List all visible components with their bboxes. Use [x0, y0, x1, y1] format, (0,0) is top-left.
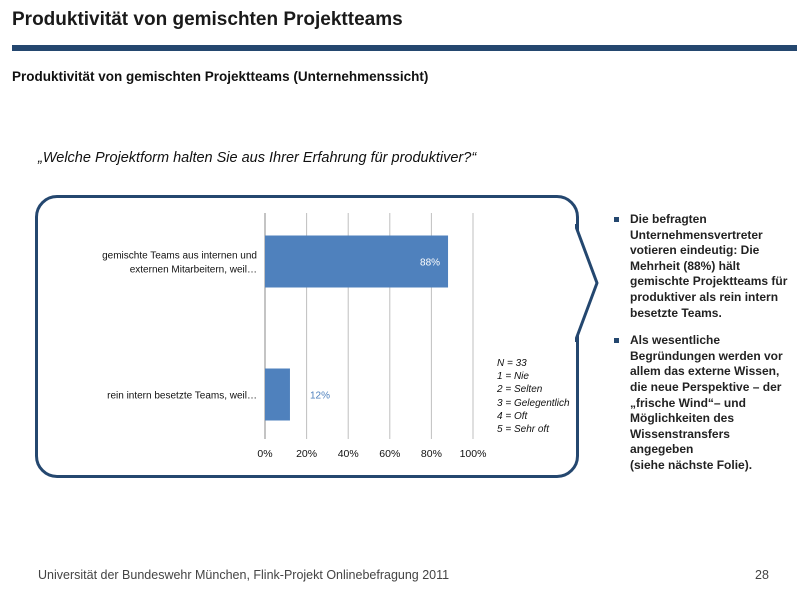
- scale-legend: N = 33 1 = Nie 2 = Selten 3 = Gelegentlich 4…: [497, 357, 570, 436]
- x-tick-label: 60%: [379, 448, 400, 460]
- callout-arrow-icon: [575, 224, 599, 342]
- legend-line: N = 33: [497, 358, 527, 369]
- finding-text: Als wesentliche Begründungen werden vor …: [630, 333, 783, 457]
- legend-line: 4 = Oft: [497, 410, 528, 422]
- header-rule: [12, 45, 797, 51]
- x-tick-label: 80%: [421, 448, 442, 460]
- category-label: externen Mitarbeitern, weil…: [130, 265, 257, 276]
- data-label: 12%: [310, 391, 330, 402]
- bullet-square-icon: [614, 338, 619, 344]
- category-label: rein intern besetzte Teams, weil…: [107, 391, 257, 402]
- bar-chart: 0% 20% 40% 60% 80% 100% 88% gemischte Teams aus…: [102, 213, 487, 460]
- x-tick-label: 100%: [460, 448, 487, 460]
- page-title: Produktivität von gemischten Projektteam…: [12, 9, 403, 30]
- findings-list: Die befragten Unternehmensvertreter voti…: [612, 212, 792, 474]
- finding-text: Die befragten Unternehmensvertreter voti…: [630, 212, 788, 320]
- legend-line: 3 = Gelegentlich: [497, 397, 570, 409]
- page-number: 28: [755, 568, 769, 582]
- x-tick-label: 20%: [296, 448, 317, 460]
- finding-item: Die befragten Unternehmensvertreter voti…: [612, 212, 792, 321]
- x-tick-label: 40%: [338, 448, 359, 460]
- finding-note: (siehe nächste Folie).: [630, 457, 753, 472]
- bullet-square-icon: [614, 217, 619, 222]
- footer-text: Universität der Bundeswehr München, Flin…: [38, 568, 450, 582]
- legend-line: 1 = Nie: [497, 371, 529, 383]
- x-tick-label: 0%: [257, 448, 272, 460]
- section-subtitle: Produktivität von gemischten Projektteam…: [12, 69, 429, 84]
- legend-line: 5 = Sehr oft: [497, 424, 549, 436]
- data-label: 88%: [420, 258, 440, 269]
- category-label: gemischte Teams aus internen und: [102, 251, 257, 262]
- bar: [265, 235, 449, 288]
- finding-item: Als wesentliche Begründungen werden vor …: [612, 333, 792, 473]
- survey-question: „Welche Projektform halten Sie aus Ihrer…: [38, 150, 477, 166]
- bar: [265, 368, 290, 421]
- legend-line: 2 = Selten: [497, 384, 543, 396]
